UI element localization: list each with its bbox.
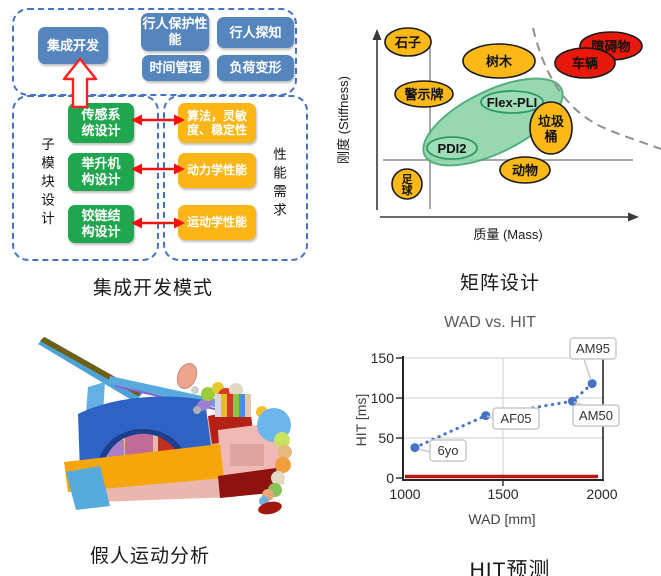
main-box-label: 集成开发 <box>46 37 99 53</box>
point-am50 <box>567 396 577 406</box>
bubble-label: 警示牌 <box>404 87 443 102</box>
bubble-label: Flex-PLI <box>487 95 538 110</box>
y-tick-0: 0 <box>386 470 394 486</box>
bubble-label-line2: 桶 <box>543 129 557 144</box>
bubble-label: 车辆 <box>572 56 598 71</box>
box-pedestrian-detection: 行人探知 <box>217 17 294 48</box>
box-label: 行人保护性能 <box>142 16 208 47</box>
dummy-caption: 假人运动分析 <box>89 546 210 567</box>
box-dynamics: 动力学性能 <box>178 153 256 188</box>
bubble-trash-bin: 垃圾 桶 <box>529 101 573 155</box>
bubble-vehicle: 车辆 <box>554 47 616 79</box>
bubble-label: PDI2 <box>438 141 467 156</box>
box-label: 运动学性能 <box>186 215 247 230</box>
callout-label: AM50 <box>579 408 613 423</box>
wad-y-axis-label: HIT [ms] <box>353 394 369 447</box>
bubble-flex-pli: Flex-PLI <box>480 90 544 114</box>
box-label: 负荷变形 <box>229 60 282 76</box>
callout-label: AM95 <box>576 341 610 356</box>
x-tick-2000: 2000 <box>586 486 617 502</box>
box-label: 行人探知 <box>229 24 282 40</box>
bubble-stone: 石子 <box>384 27 432 57</box>
box-kinematics: 运动学性能 <box>178 205 256 240</box>
box-hinge-structure: 铰链结构设计 <box>68 205 134 243</box>
x-tick-1500: 1500 <box>487 486 518 502</box>
double-arrow-2 <box>131 163 185 175</box>
y-tick-50: 50 <box>378 430 394 446</box>
bubble-label-line1: 垃圾 <box>538 114 565 129</box>
car-structure <box>38 337 284 510</box>
box-lift-mechanism: 举升机构设计 <box>68 153 134 191</box>
side-label-submodule: 子模块设计 <box>39 137 54 230</box>
box-pedestrian-protection: 行人保护性能 <box>141 13 209 51</box>
box-label: 铰链结构设计 <box>81 208 121 239</box>
box-label: 举升机构设计 <box>81 156 121 187</box>
box-label: 传感系统设计 <box>81 107 121 138</box>
box-load-deformation: 负荷变形 <box>217 55 294 81</box>
bubble-tree: 树木 <box>462 43 536 79</box>
bubble-warning-sign: 警示牌 <box>394 80 454 108</box>
bubble-label: 石子 <box>394 35 421 50</box>
side-label-performance: 性能需求 <box>271 147 286 221</box>
link-arrows <box>131 114 185 229</box>
callout-6yo: 6yo <box>418 439 467 462</box>
matrix-y-axis-label: 刚度 (Stiffness) <box>336 76 351 164</box>
point-am95 <box>587 379 597 389</box>
double-arrow-1 <box>131 114 185 126</box>
y-tick-150: 150 <box>371 350 395 366</box>
x-axis-arrowhead <box>628 212 639 222</box>
callout-am95: AM95 <box>569 337 617 381</box>
top-dashed-group <box>12 8 297 96</box>
bubble-animal: 动物 <box>499 156 551 184</box>
box-sensing-system: 传感系统设计 <box>68 103 134 143</box>
bubble-football: 足 球 <box>391 168 423 200</box>
matrix-chart: 石子 树木 障碍物 车辆 警示牌 Flex-PLI <box>336 27 661 242</box>
callout-af05: AF05 <box>486 407 540 430</box>
bubble-pdi2: PDI2 <box>426 136 478 160</box>
integration-caption: 集成开发模式 <box>92 278 213 299</box>
box-time-management: 时间管理 <box>142 55 209 81</box>
wad-hit-chart: WAD vs. HIT 150 100 50 0 1000 <box>353 314 620 527</box>
bubble-label: 树木 <box>486 54 513 69</box>
callout-am50: AM50 <box>572 401 620 427</box>
point-6yo <box>410 443 420 453</box>
x-tick-1000: 1000 <box>389 486 420 502</box>
matrix-x-axis-label: 质量 (Mass) <box>473 227 542 242</box>
wad-trendline <box>413 382 594 450</box>
main-box-integrated-dev: 集成开发 <box>38 27 108 64</box>
y-tick-100: 100 <box>371 390 395 406</box>
up-block-arrow <box>62 57 98 109</box>
dummy-simulation-illustration <box>38 337 292 515</box>
box-label: 时间管理 <box>149 60 202 76</box>
callout-label: AF05 <box>500 411 531 426</box>
bubble-label: 动物 <box>512 163 538 178</box>
wad-chart-title: WAD vs. HIT <box>444 314 536 331</box>
bubble-label-line1: 足 <box>402 173 414 186</box>
matrix-axes <box>376 38 630 218</box>
wad-caption: HIT预测 <box>469 559 551 576</box>
matrix-caption: 矩阵设计 <box>459 273 540 294</box>
bubble-label-line2: 球 <box>402 183 414 197</box>
box-algorithm: 算法，灵敏度、稳定性 <box>178 103 256 143</box>
box-label: 动力学性能 <box>186 163 247 178</box>
box-label: 算法，灵敏度、稳定性 <box>186 108 247 137</box>
pedestrian-dummy <box>176 362 292 515</box>
performance-dashed-group <box>163 95 308 261</box>
y-axis-arrowhead <box>372 29 382 40</box>
wad-x-axis-label: WAD [mm] <box>468 511 535 527</box>
callout-label: 6yo <box>438 443 459 458</box>
boundary-dashed-curve <box>532 27 661 150</box>
up-arrow-shape <box>62 57 98 109</box>
point-af05 <box>481 411 491 421</box>
integration-diagram-panel: 集成开发 行人保护性能 行人探知 时间管理 负荷变形 子模块设计 性能需求 传感… <box>8 5 324 299</box>
double-arrow-3 <box>131 217 185 229</box>
